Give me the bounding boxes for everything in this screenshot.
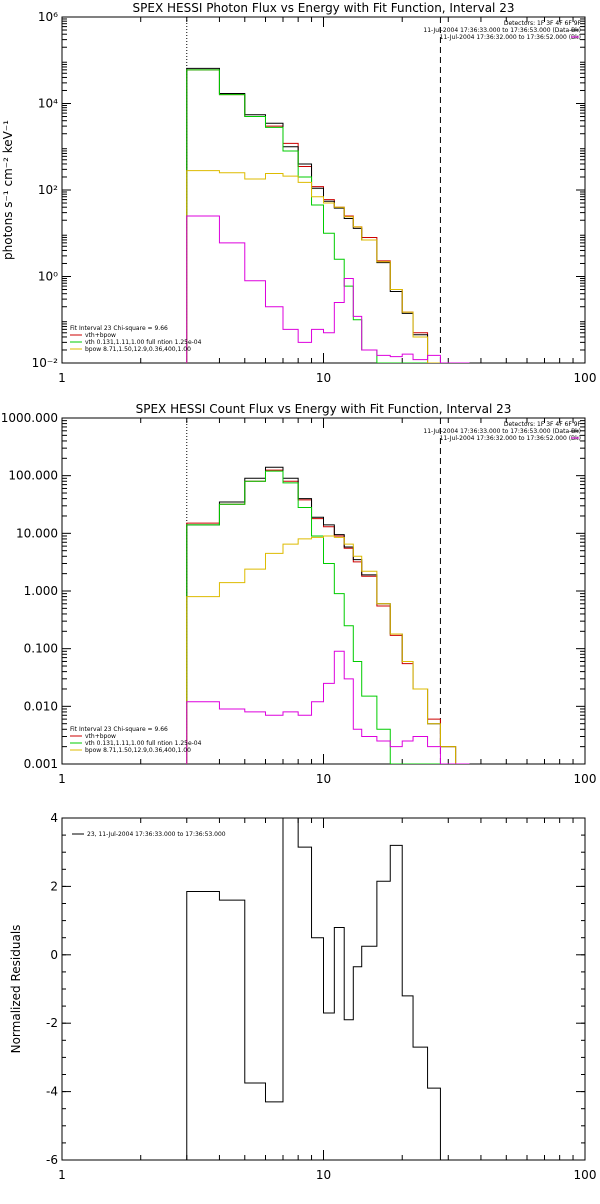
y-tick-label: 10⁶ — [38, 10, 58, 24]
y-tick-label: -6 — [46, 1153, 58, 1167]
y-tick-label: 10.000 — [16, 526, 58, 540]
x-tick-label: 1 — [58, 772, 66, 786]
series-23-line — [186, 818, 441, 1160]
y-tick-label: 10⁰ — [38, 270, 58, 284]
header-line: 11-Jul-2004 17:36:33.000 to 17:36:53.000… — [423, 428, 581, 435]
legend-title: Fit Interval 23 Chi-square = 9.66 — [70, 325, 168, 332]
series-bpow-line — [186, 170, 470, 363]
y-tick-label: 10⁻² — [32, 356, 59, 370]
series-data-line — [186, 67, 470, 363]
y-tick-label: 10⁴ — [38, 97, 58, 111]
series-group — [186, 818, 441, 1160]
x-tick-label: 100 — [574, 772, 597, 786]
series-vth-plus-bpow-line — [186, 69, 470, 363]
header-line: 11-Jul-2004 17:36:32.000 to 17:36:52.000… — [440, 435, 581, 442]
series-bpow-line — [186, 535, 470, 764]
series-bk-line — [186, 215, 470, 363]
x-tick-label: 100 — [574, 371, 597, 385]
series-group — [186, 466, 470, 764]
y-tick-label: 4 — [50, 811, 58, 825]
legend-title: Fit Interval 23 Chi-square = 9.66 — [70, 726, 168, 733]
chart-title: SPEX HESSI Photon Flux vs Energy with Fi… — [133, 1, 515, 15]
x-tick-label: 10 — [316, 772, 331, 786]
legend-label: bpow 8.71,1.50,12.9,0.36,400,1.00 — [85, 346, 191, 353]
legend-label: vth 0.131,1.11,1.00 full ntion 1.25e-04 — [85, 339, 202, 346]
x-tick-label: 1 — [58, 1168, 66, 1182]
y-tick-label: -2 — [46, 1016, 58, 1030]
series-bk-line — [186, 650, 470, 764]
header-line: 11-Jul-2004 17:36:33.000 to 17:36:53.000… — [423, 27, 581, 34]
header-line: Detectors: 1F 3F 4F 6F 9F — [504, 20, 582, 27]
y-tick-label: 1000.000 — [1, 411, 58, 425]
y-tick-label: 100.000 — [8, 469, 58, 483]
series-vth-line — [186, 470, 470, 764]
series-data-line — [186, 466, 470, 764]
header-line: 11-Jul-2004 17:36:32.000 to 17:36:52.000… — [440, 34, 581, 41]
x-tick-label: 10 — [316, 371, 331, 385]
x-tick-label: 1 — [58, 371, 66, 385]
legend-label: 23, 11-Jul-2004 17:36:33.000 to 17:36:53… — [87, 831, 226, 838]
header-line: Detectors: 1F 3F 4F 6F 9F — [504, 421, 582, 428]
y-axis-label: photons s⁻¹ cm⁻² keV⁻¹ — [1, 120, 15, 260]
legend-label: vth 0.131,1.11,1.00 full ntion 1.25e-04 — [85, 740, 202, 747]
legend-label: vth+bpow — [85, 733, 116, 740]
y-tick-label: 0.100 — [24, 642, 58, 656]
count-flux-panel: SPEX HESSI Count Flux vs Energy with Fit… — [1, 402, 597, 786]
residuals-panel: 1 10 100 -6 -4 -2 0 2 4 Normalized Residuals 23, 1… — [9, 811, 596, 1182]
y-tick-label: -4 — [46, 1085, 58, 1099]
y-tick-label: 1.000 — [24, 584, 58, 598]
y-tick-label: 2 — [50, 879, 58, 893]
x-tick-label: 10 — [316, 1168, 331, 1182]
y-axis-label: Normalized Residuals — [9, 925, 23, 1054]
photon-flux-panel: SPEX HESSI Photon Flux vs Energy with Fi… — [1, 1, 596, 385]
y-tick-label: 0 — [50, 948, 58, 962]
series-vth-line — [186, 69, 470, 363]
series-vth-plus-bpow-line — [186, 469, 470, 764]
legend-label: vth+bpow — [85, 332, 116, 339]
x-tick-label: 100 — [574, 1168, 597, 1182]
plot-frame — [61, 417, 586, 765]
chart-title: SPEX HESSI Count Flux vs Energy with Fit… — [136, 402, 512, 416]
y-tick-label: 0.010 — [24, 699, 58, 713]
series-group — [186, 67, 470, 363]
y-tick-label: 10² — [38, 183, 58, 197]
legend-label: bpow 8.71,1.50,12.9,0.36,400,1.00 — [85, 747, 191, 754]
y-tick-label: 0.001 — [24, 757, 58, 771]
